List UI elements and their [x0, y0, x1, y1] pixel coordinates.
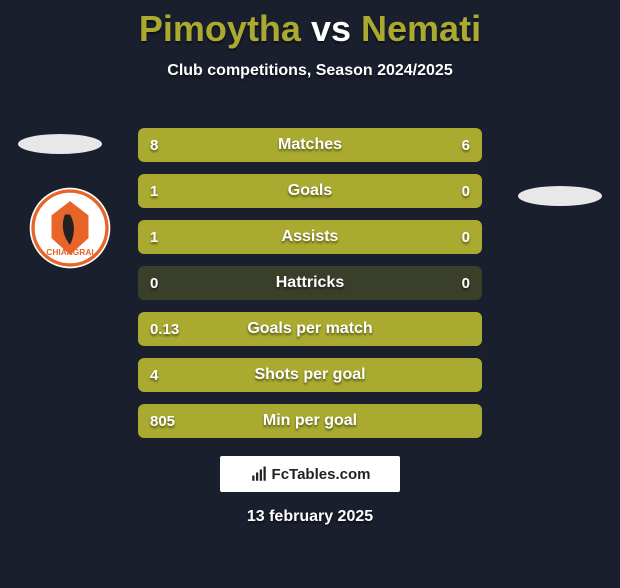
stat-row: 0.13Goals per match — [138, 312, 482, 346]
stat-row: 86Matches — [138, 128, 482, 162]
svg-text:CHIANGRAI: CHIANGRAI — [46, 247, 93, 257]
player1-name: Pimoytha — [139, 8, 301, 49]
stat-label: Goals — [138, 174, 482, 208]
stat-label: Matches — [138, 128, 482, 162]
date-text: 13 february 2025 — [0, 508, 620, 526]
stat-row: 00Hattricks — [138, 266, 482, 300]
brand-text: FcTables.com — [272, 466, 371, 483]
subtitle: Club competitions, Season 2024/2025 — [0, 62, 620, 80]
player1-club-badge: CHIANGRAI — [28, 186, 112, 270]
stat-label: Min per goal — [138, 404, 482, 438]
club-badge-icon: CHIANGRAI — [28, 186, 112, 270]
page-title: Pimoytha vs Nemati — [0, 8, 620, 50]
chart-icon — [250, 465, 268, 483]
stat-label: Assists — [138, 220, 482, 254]
stat-row: 805Min per goal — [138, 404, 482, 438]
stat-row: 10Goals — [138, 174, 482, 208]
player2-shadow-ellipse — [518, 186, 602, 206]
stat-label: Hattricks — [138, 266, 482, 300]
stats-rows: 86Matches 10Goals 10Assists 00Hattricks 0.13… — [138, 128, 482, 450]
player1-shadow-ellipse — [18, 134, 102, 154]
stat-row: 4Shots per goal — [138, 358, 482, 392]
vs-text: vs — [311, 8, 351, 49]
brand-box[interactable]: FcTables.com — [220, 456, 400, 492]
player2-name: Nemati — [361, 8, 481, 49]
stat-label: Shots per goal — [138, 358, 482, 392]
stat-row: 10Assists — [138, 220, 482, 254]
stat-label: Goals per match — [138, 312, 482, 346]
